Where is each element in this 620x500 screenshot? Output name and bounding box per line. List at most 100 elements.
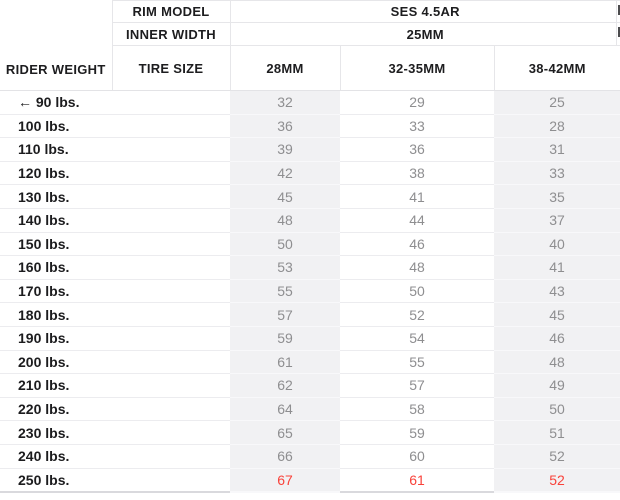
pressure-table-body: ← 90 lbs. 32 29 25 100 lbs. 36 33 28 110… <box>0 90 620 493</box>
weight-label: 150 lbs. <box>0 232 230 257</box>
pressure-value: 59 <box>230 326 340 351</box>
pressure-value: 44 <box>340 208 494 233</box>
weight-label: 190 lbs. <box>0 326 230 351</box>
pressure-value: 54 <box>340 326 494 351</box>
table-row: 200 lbs. 61 55 48 <box>0 350 620 375</box>
pressure-value: 52 <box>494 444 620 469</box>
clipped-next-column-border <box>616 0 617 45</box>
pressure-value: 50 <box>494 397 620 422</box>
pressure-value: 66 <box>230 444 340 469</box>
weight-label: 200 lbs. <box>0 350 230 375</box>
pressure-value: 52 <box>340 302 494 327</box>
table-row: 130 lbs. 45 41 35 <box>0 184 620 209</box>
pressure-value: 29 <box>340 90 494 115</box>
weight-label: 110 lbs. <box>0 137 230 162</box>
pressure-value: 41 <box>494 255 620 280</box>
table-row: 170 lbs. 55 50 43 <box>0 279 620 304</box>
pressure-value: 33 <box>494 161 620 186</box>
pressure-value: 45 <box>494 302 620 327</box>
pressure-value: 57 <box>340 373 494 398</box>
pressure-value: 25 <box>494 90 620 115</box>
table-row: 190 lbs. 59 54 46 <box>0 326 620 351</box>
pressure-value: 41 <box>340 184 494 209</box>
pressure-value: 36 <box>230 114 340 139</box>
pressure-value: 28 <box>494 114 620 139</box>
pressure-value: 48 <box>230 208 340 233</box>
pressure-value: 32 <box>230 90 340 115</box>
weight-label: 250 lbs. <box>0 468 230 493</box>
clipped-next-column-text-artifact <box>618 5 620 15</box>
pressure-value: 53 <box>230 255 340 280</box>
weight-label: 130 lbs. <box>0 184 230 209</box>
weight-label: 220 lbs. <box>0 397 230 422</box>
table-row: 150 lbs. 50 46 40 <box>0 232 620 257</box>
tire-size-header: TIRE SIZE <box>112 45 231 91</box>
inner-width-label: INNER WIDTH <box>112 22 231 46</box>
pressure-value: 64 <box>230 397 340 422</box>
table-row: 120 lbs. 42 38 33 <box>0 161 620 186</box>
table-row: 240 lbs. 66 60 52 <box>0 444 620 469</box>
pressure-value: 35 <box>494 184 620 209</box>
pressure-value: 61 <box>340 468 494 493</box>
table-row: 210 lbs. 62 57 49 <box>0 373 620 398</box>
weight-label: 170 lbs. <box>0 279 230 304</box>
pressure-value: 52 <box>494 468 620 493</box>
pressure-value: 36 <box>340 137 494 162</box>
table-row: 100 lbs. 36 33 28 <box>0 114 620 139</box>
weight-label: 100 lbs. <box>0 114 230 139</box>
weight-label: 210 lbs. <box>0 373 230 398</box>
pressure-value: 50 <box>340 279 494 304</box>
column-header-28mm: 28MM <box>230 45 341 91</box>
table-row: 220 lbs. 64 58 50 <box>0 397 620 422</box>
pressure-value: 61 <box>230 350 340 375</box>
pressure-value: 55 <box>340 350 494 375</box>
table-row: 160 lbs. 53 48 41 <box>0 255 620 280</box>
rider-weight-header: RIDER WEIGHT <box>0 0 113 91</box>
column-header-32-35mm: 32-35MM <box>340 45 495 91</box>
pressure-value: 62 <box>230 373 340 398</box>
inner-width-value: 25MM <box>230 22 620 46</box>
weight-label: 180 lbs. <box>0 302 230 327</box>
pressure-value: 33 <box>340 114 494 139</box>
pressure-value: 60 <box>340 444 494 469</box>
table-row: 250 lbs. 67 61 52 <box>0 468 620 493</box>
weight-label: ← 90 lbs. <box>0 90 230 115</box>
pressure-value: 57 <box>230 302 340 327</box>
pressure-value: 50 <box>230 232 340 257</box>
table-row: 230 lbs. 65 59 51 <box>0 420 620 445</box>
pressure-value: 46 <box>494 326 620 351</box>
column-header-38-42mm: 38-42MM <box>494 45 620 91</box>
weight-label: 230 lbs. <box>0 420 230 445</box>
rim-model-label: RIM MODEL <box>112 0 231 23</box>
pressure-value: 42 <box>230 161 340 186</box>
weight-label: 140 lbs. <box>0 208 230 233</box>
pressure-value: 46 <box>340 232 494 257</box>
pressure-value: 51 <box>494 420 620 445</box>
pressure-value: 38 <box>340 161 494 186</box>
pressure-value: 67 <box>230 468 340 493</box>
pressure-value: 43 <box>494 279 620 304</box>
pressure-value: 65 <box>230 420 340 445</box>
pressure-value: 31 <box>494 137 620 162</box>
pressure-value: 48 <box>494 350 620 375</box>
pressure-value: 58 <box>340 397 494 422</box>
pressure-value: 55 <box>230 279 340 304</box>
table-row: 140 lbs. 48 44 37 <box>0 208 620 233</box>
table-row: ← 90 lbs. 32 29 25 <box>0 90 620 115</box>
pressure-value: 49 <box>494 373 620 398</box>
pressure-value: 39 <box>230 137 340 162</box>
pressure-table-header: RIDER WEIGHT RIM MODEL SES 4.5AR INNER W… <box>0 0 620 91</box>
table-row: 110 lbs. 39 36 31 <box>0 137 620 162</box>
rim-model-value: SES 4.5AR <box>230 0 620 23</box>
clipped-next-column-text-artifact <box>618 27 620 37</box>
weight-label: 120 lbs. <box>0 161 230 186</box>
pressure-value: 59 <box>340 420 494 445</box>
table-row: 180 lbs. 57 52 45 <box>0 302 620 327</box>
pressure-value: 40 <box>494 232 620 257</box>
pressure-value: 48 <box>340 255 494 280</box>
pressure-value: 45 <box>230 184 340 209</box>
pressure-value: 37 <box>494 208 620 233</box>
weight-label: 160 lbs. <box>0 255 230 280</box>
